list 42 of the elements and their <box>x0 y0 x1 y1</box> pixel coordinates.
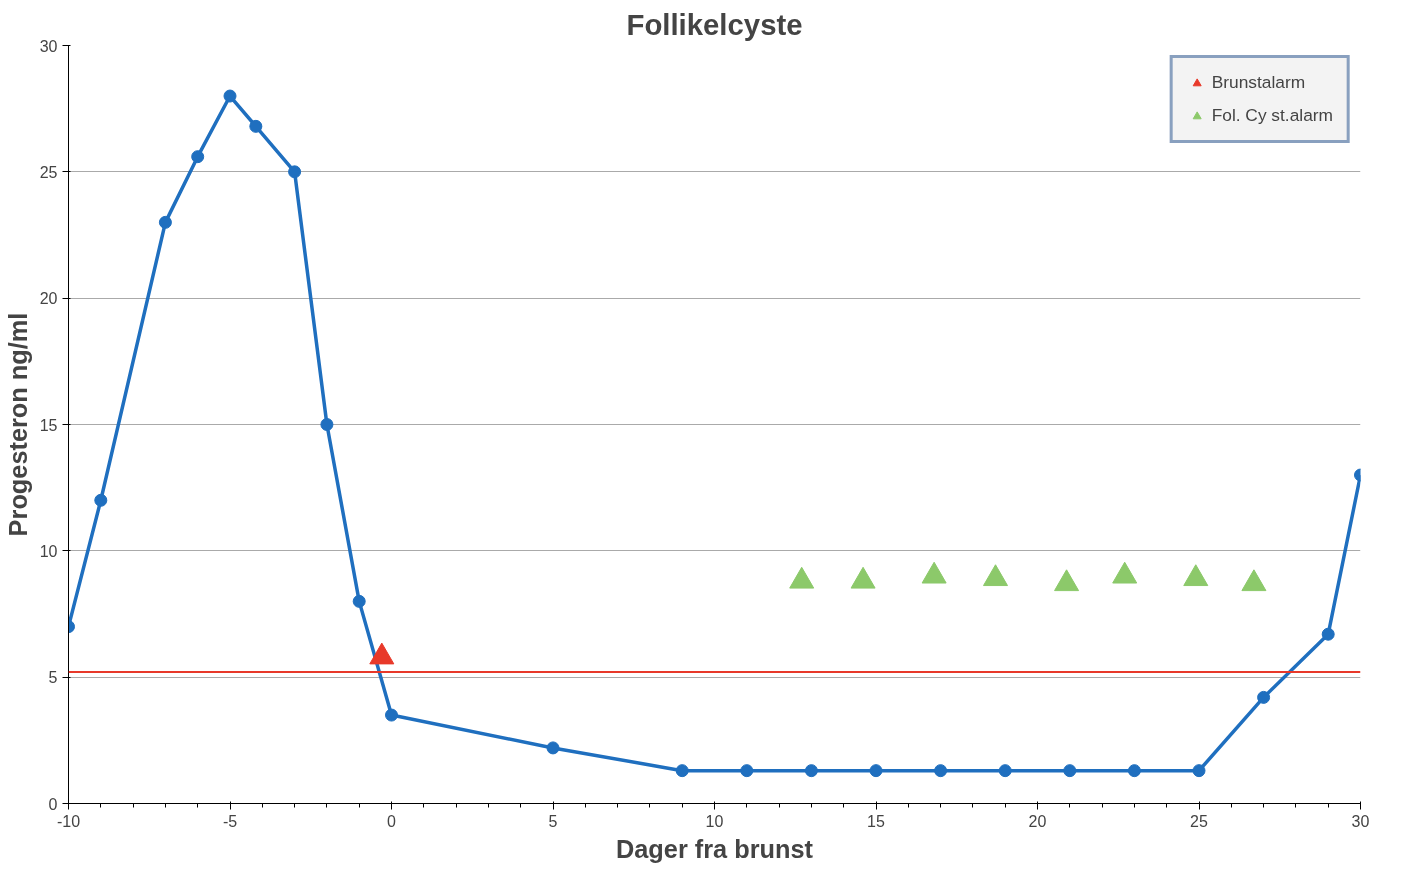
x-tick-label: -10 <box>56 812 81 830</box>
point <box>675 764 689 778</box>
point <box>158 215 172 229</box>
point <box>998 764 1012 778</box>
y-axis-title: Progesteron ng/ml <box>3 312 32 537</box>
point <box>740 764 754 778</box>
y-tick-label: 15 <box>39 416 58 434</box>
point <box>1192 764 1206 778</box>
chart-title: Follikelcyste <box>626 7 803 41</box>
x-axis-title: Dager fra brunst <box>615 834 814 863</box>
point <box>191 150 205 164</box>
x-tick-label: 25 <box>1190 812 1208 830</box>
x-tick-label: 15 <box>867 812 885 830</box>
point <box>223 89 237 103</box>
point <box>249 119 263 133</box>
point <box>1127 764 1141 778</box>
point <box>385 708 398 722</box>
point <box>320 418 334 431</box>
x-tick-label: 0 <box>387 812 397 830</box>
point <box>804 764 818 778</box>
x-tick-label: -5 <box>222 812 238 830</box>
point <box>1257 690 1271 704</box>
point <box>1063 764 1077 778</box>
point <box>546 741 560 755</box>
point <box>869 764 883 778</box>
point <box>934 764 948 778</box>
y-tick-label: 5 <box>48 669 58 687</box>
legend-label: Brunstalarm <box>1211 72 1306 93</box>
x-tick-label: 20 <box>1028 812 1047 830</box>
y-tick-label: 10 <box>39 542 58 560</box>
y-tick-label: 20 <box>39 290 58 308</box>
point <box>288 165 302 179</box>
x-tick-label: 30 <box>1351 812 1370 830</box>
legend-label: Fol. Cy st.alarm <box>1211 105 1333 126</box>
x-tick-label: 5 <box>548 812 558 830</box>
x-tick-label: 10 <box>705 812 724 830</box>
y-tick-label: 25 <box>39 163 58 181</box>
y-tick-label: 0 <box>48 795 58 813</box>
point <box>1321 627 1335 641</box>
y-tick-label: 30 <box>39 37 58 55</box>
point <box>94 493 108 507</box>
point <box>352 594 366 608</box>
